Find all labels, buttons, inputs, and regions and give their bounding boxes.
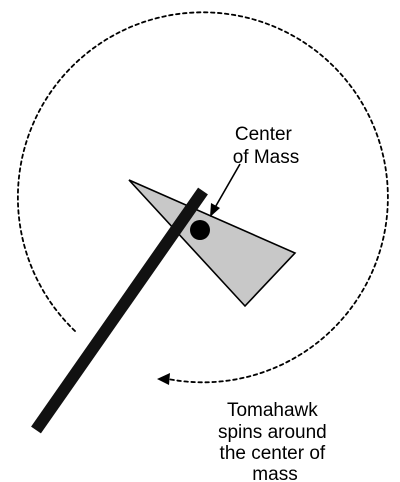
spin-caption-line-1: Tomahawk (227, 400, 318, 421)
spin-caption-line-2: spins around (218, 422, 327, 443)
center-of-mass-dot (190, 220, 210, 240)
tomahawk-handle (31, 187, 208, 434)
spin-path-arrowhead (157, 373, 170, 385)
center-of-mass-label-line-2: of Mass (233, 147, 300, 168)
center-of-mass-label-line-1: Center (235, 124, 293, 145)
spin-caption-line-3: the center of (220, 443, 326, 464)
center-of-mass-arrow (212, 163, 241, 212)
spin-caption-line-4: mass (252, 464, 297, 482)
spin-caption: Tomahawk spins around the center of mass (218, 400, 332, 482)
center-of-mass-label: Center of Mass (233, 124, 300, 168)
spin-path (17, 11, 389, 384)
center-of-mass-arrowhead (210, 203, 220, 217)
tomahawk-blade (128, 179, 297, 308)
